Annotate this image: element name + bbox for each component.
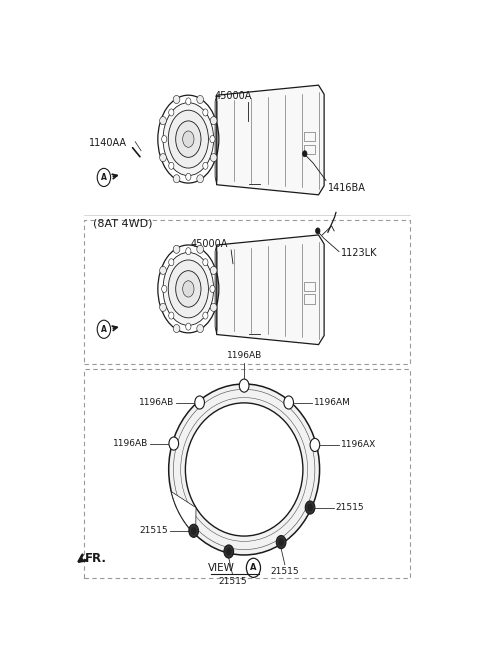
Text: 1140AA: 1140AA (89, 138, 127, 147)
Ellipse shape (176, 121, 201, 157)
Polygon shape (171, 492, 196, 535)
Polygon shape (216, 235, 324, 345)
Circle shape (168, 109, 174, 116)
Circle shape (276, 536, 286, 549)
Ellipse shape (173, 96, 180, 103)
Ellipse shape (210, 117, 217, 124)
Circle shape (278, 538, 284, 546)
Ellipse shape (168, 384, 320, 555)
Circle shape (168, 162, 174, 170)
Circle shape (186, 98, 191, 105)
Ellipse shape (210, 267, 217, 274)
Circle shape (189, 524, 199, 537)
Circle shape (162, 286, 167, 292)
Ellipse shape (173, 245, 180, 253)
Ellipse shape (163, 252, 214, 326)
Ellipse shape (160, 117, 167, 124)
Text: FR.: FR. (85, 552, 108, 565)
Ellipse shape (160, 153, 167, 162)
Ellipse shape (210, 153, 217, 162)
Text: A: A (101, 325, 107, 334)
Circle shape (169, 437, 179, 450)
Text: 1416BA: 1416BA (328, 183, 366, 193)
Text: 1196AB: 1196AB (139, 398, 174, 407)
Circle shape (210, 286, 215, 292)
Text: 21515: 21515 (139, 527, 168, 535)
Bar (304, 145, 315, 154)
Ellipse shape (168, 260, 208, 318)
Text: 1196AX: 1196AX (341, 440, 376, 449)
Circle shape (168, 259, 174, 266)
Circle shape (191, 527, 197, 534)
Text: 1196AB: 1196AB (113, 439, 148, 448)
Circle shape (162, 136, 167, 143)
Ellipse shape (183, 281, 194, 297)
Circle shape (240, 379, 249, 392)
Circle shape (226, 548, 232, 555)
Ellipse shape (197, 96, 204, 103)
Ellipse shape (163, 103, 214, 176)
Ellipse shape (185, 403, 303, 536)
Text: VIEW: VIEW (208, 563, 235, 573)
Circle shape (210, 136, 215, 143)
Circle shape (186, 323, 191, 330)
Text: 21515: 21515 (218, 576, 247, 586)
Circle shape (315, 228, 320, 234)
Circle shape (195, 396, 204, 409)
Text: 1196AB: 1196AB (227, 351, 262, 360)
Polygon shape (215, 96, 216, 184)
Text: A: A (101, 173, 107, 182)
Ellipse shape (197, 245, 204, 253)
Circle shape (224, 545, 234, 558)
Circle shape (302, 151, 307, 157)
Bar (84, 220, 410, 364)
Circle shape (186, 174, 191, 180)
Circle shape (186, 248, 191, 255)
Circle shape (203, 259, 208, 266)
Circle shape (203, 162, 208, 170)
Circle shape (203, 109, 208, 116)
Text: 1123LK: 1123LK (341, 248, 377, 257)
Ellipse shape (176, 271, 201, 307)
Ellipse shape (168, 110, 208, 168)
Circle shape (284, 396, 293, 409)
Circle shape (307, 504, 313, 512)
Text: 1196AM: 1196AM (314, 398, 351, 407)
Circle shape (168, 312, 174, 319)
Ellipse shape (183, 131, 194, 147)
Text: 21515: 21515 (336, 503, 364, 512)
Bar (304, 132, 315, 141)
Ellipse shape (173, 324, 180, 333)
Text: (8AT 4WD): (8AT 4WD) (94, 218, 153, 229)
Ellipse shape (197, 175, 204, 183)
Text: A: A (250, 563, 257, 572)
Text: 45000A: 45000A (190, 238, 228, 248)
Circle shape (203, 312, 208, 319)
Text: 21515: 21515 (271, 567, 299, 576)
Circle shape (310, 438, 320, 451)
Polygon shape (215, 246, 216, 334)
Polygon shape (216, 85, 324, 195)
Ellipse shape (210, 303, 217, 311)
Ellipse shape (160, 267, 167, 274)
Ellipse shape (160, 303, 167, 311)
Ellipse shape (173, 175, 180, 183)
Circle shape (305, 501, 315, 514)
Bar (304, 295, 315, 303)
Ellipse shape (197, 324, 204, 333)
Bar (304, 282, 315, 291)
Text: 45000A: 45000A (214, 91, 252, 102)
Bar (84, 369, 410, 578)
